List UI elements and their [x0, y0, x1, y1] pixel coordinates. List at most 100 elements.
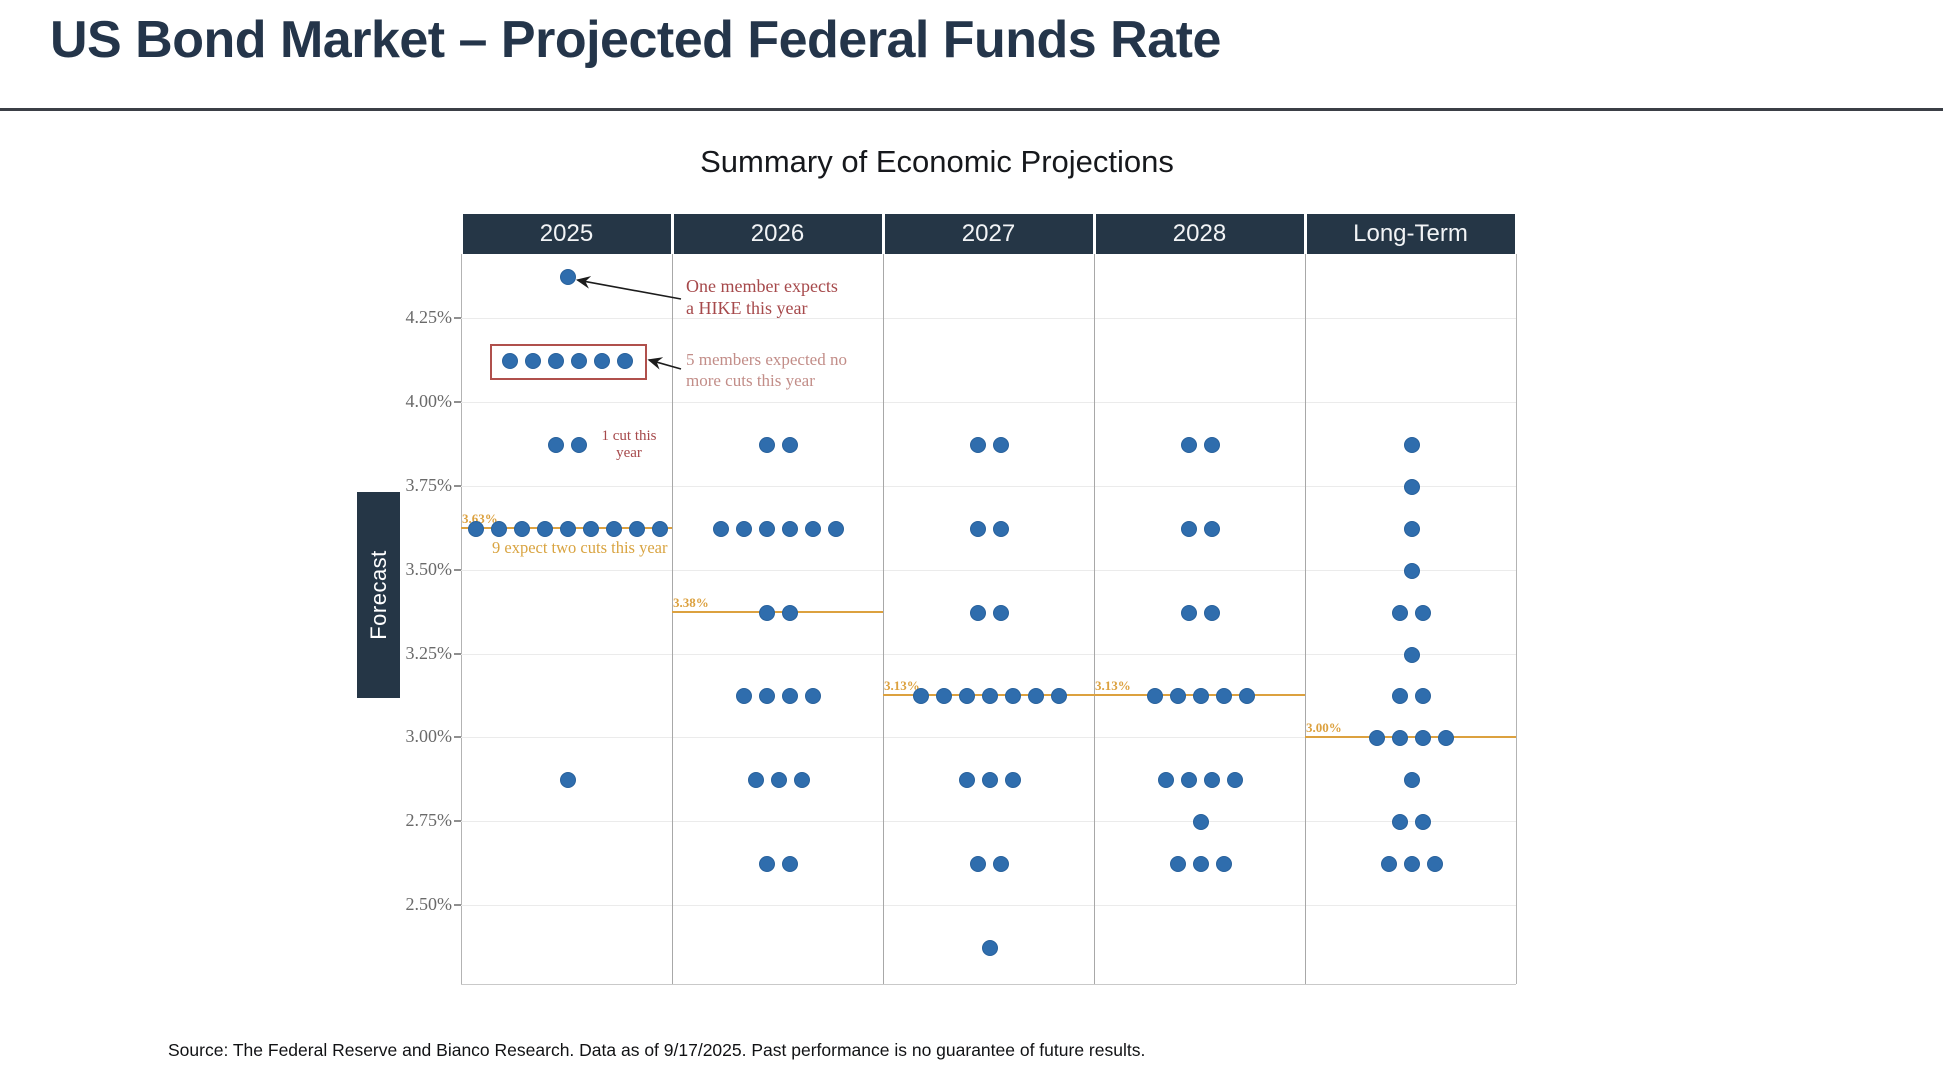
- dot: [993, 436, 1009, 453]
- y-tick-mark: [454, 317, 462, 319]
- y-tick-mark: [454, 484, 462, 487]
- dot: [1169, 856, 1186, 873]
- dot: [1181, 436, 1197, 453]
- dot: [782, 436, 798, 453]
- dot: [1392, 688, 1408, 705]
- column-divider: [883, 254, 884, 984]
- dot: [970, 604, 986, 621]
- column-header-long-term: Long-Term: [1306, 214, 1515, 254]
- dot: [582, 520, 599, 537]
- dot: [805, 520, 821, 537]
- dot: [571, 436, 587, 453]
- dot: [1392, 730, 1408, 747]
- dot: [513, 520, 530, 537]
- dot: [1181, 604, 1197, 621]
- dot: [1050, 688, 1067, 705]
- dot: [1192, 814, 1209, 831]
- dot: [1438, 730, 1454, 747]
- dot: [502, 352, 518, 369]
- plot-bottom-border: [461, 984, 1516, 985]
- hike-note-line: One member expects: [686, 276, 838, 296]
- dot: [1415, 730, 1431, 747]
- dot: [747, 772, 764, 789]
- dot: [1004, 688, 1021, 705]
- dot: [1392, 814, 1408, 831]
- one-cut-note-line: year: [616, 445, 642, 462]
- dot: [981, 772, 998, 789]
- column-header-2028: 2028: [1095, 214, 1304, 254]
- dot: [713, 520, 729, 537]
- y-tick-label: 2.50%: [405, 894, 453, 915]
- dot: [559, 520, 576, 537]
- column-divider: [672, 254, 673, 984]
- dot: [912, 688, 929, 705]
- gridline: [461, 401, 1516, 403]
- dot: [1403, 856, 1420, 873]
- source-note: Source: The Federal Reserve and Bianco R…: [168, 1040, 1146, 1060]
- dot: [490, 520, 507, 537]
- dot: [1215, 688, 1232, 705]
- dot: [1403, 478, 1420, 495]
- dot: [548, 352, 564, 369]
- dot: [970, 856, 986, 873]
- no-cuts-note-line: 5 members expected no: [686, 350, 847, 369]
- y-tick-mark: [454, 652, 462, 655]
- dot: [1403, 562, 1420, 579]
- dot: [1415, 688, 1431, 705]
- dot: [759, 688, 775, 705]
- dot: [970, 436, 986, 453]
- y-tick-mark: [454, 736, 462, 739]
- dot: [1004, 772, 1021, 789]
- dot: [559, 269, 576, 286]
- dot: [782, 688, 798, 705]
- dot: [782, 520, 798, 537]
- dot: [970, 520, 986, 537]
- y-tick-label: 2.75%: [405, 810, 453, 831]
- column-header-2026: 2026: [673, 214, 882, 254]
- dot: [736, 688, 752, 705]
- dot: [617, 352, 633, 369]
- dot: [1403, 520, 1420, 537]
- dot: [993, 604, 1009, 621]
- dot: [759, 604, 775, 621]
- plot-left-border: [461, 254, 462, 984]
- dot: [1403, 772, 1420, 789]
- dot: [628, 520, 645, 537]
- y-tick-label: 4.00%: [405, 390, 453, 411]
- dot: [805, 688, 821, 705]
- y-tick-mark: [454, 820, 462, 823]
- dot: [1192, 856, 1209, 873]
- dot: [1181, 772, 1197, 789]
- dot: [1204, 436, 1220, 453]
- median-label-2027: 3.13%: [884, 678, 920, 694]
- gridline: [461, 905, 1516, 907]
- dot: [1204, 772, 1220, 789]
- dot: [1403, 436, 1420, 453]
- dot: [1204, 604, 1220, 621]
- dot: [1192, 688, 1209, 705]
- dot: [736, 520, 752, 537]
- dot: [1426, 856, 1443, 873]
- dot: [1158, 772, 1174, 789]
- dot: [1027, 688, 1044, 705]
- y-tick-mark: [454, 904, 462, 907]
- dot: [536, 520, 553, 537]
- dot: [1146, 688, 1163, 705]
- dot: [782, 604, 798, 621]
- gridline: [461, 485, 1516, 487]
- y-tick-label: 3.25%: [405, 642, 453, 663]
- dot: [571, 352, 587, 369]
- dot: [594, 352, 610, 369]
- dot: [1215, 856, 1232, 873]
- gridline: [461, 653, 1516, 655]
- hike-note: One member expects a HIKE this year: [686, 276, 838, 320]
- no-more-cuts-arrow: [647, 357, 682, 370]
- column-header-2027: 2027: [884, 214, 1093, 254]
- dot: [1392, 604, 1408, 621]
- title-divider: [0, 108, 1943, 111]
- dot: [1380, 856, 1397, 873]
- dot: [958, 772, 975, 789]
- y-tick-mark: [454, 568, 462, 571]
- gridline: [461, 821, 1516, 823]
- plot-right-border: [1516, 254, 1517, 984]
